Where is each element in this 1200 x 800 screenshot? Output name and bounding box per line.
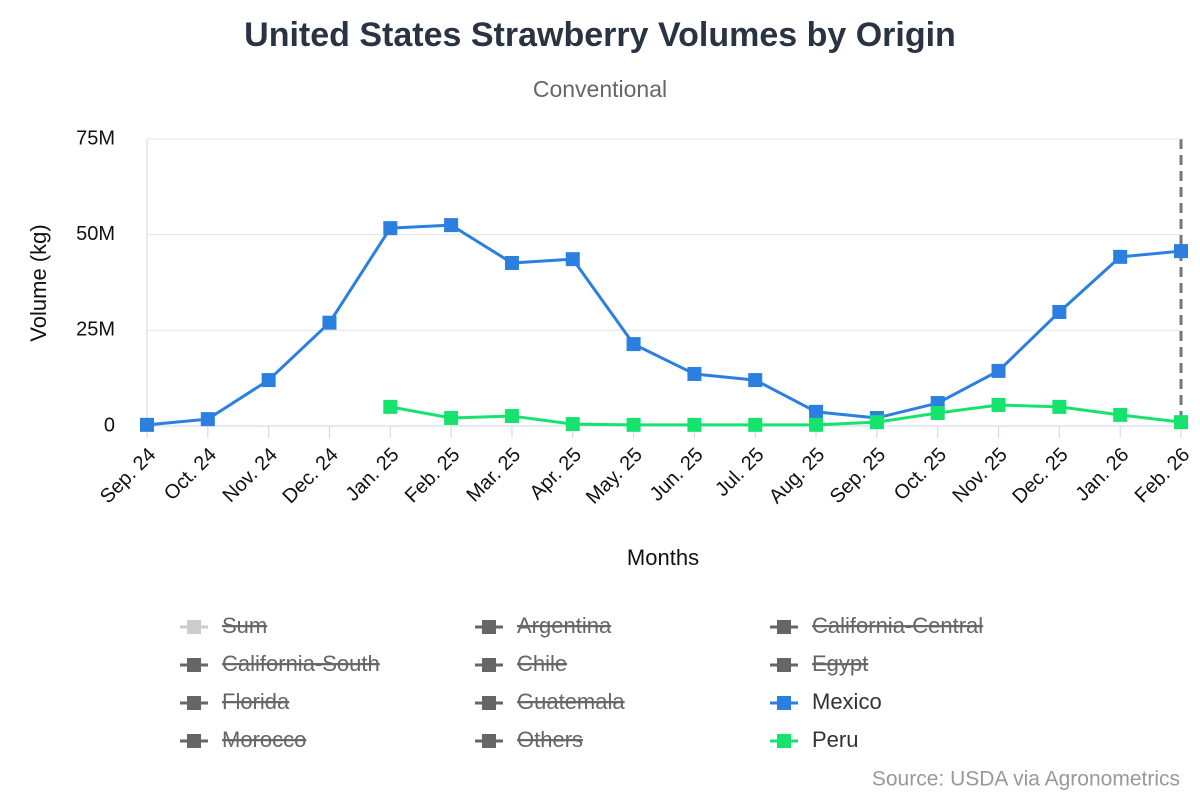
x-tick-label: Dec. 25 [1008,444,1072,508]
data-point [991,397,1006,412]
x-tick-label: Oct. 25 [890,444,951,505]
data-point [504,409,519,424]
legend-symbol [187,696,201,710]
x-tick-label: Feb. 26 [1131,444,1195,508]
x-tick-label: Nov. 24 [219,444,282,507]
legend-item[interactable]: California-South [222,651,380,676]
x-tick-label: Jul. 25 [711,444,768,501]
data-point [322,315,337,330]
data-point [1174,244,1188,259]
x-tick-label: Oct. 24 [160,444,221,505]
legend-symbol [482,620,496,634]
legend-item[interactable]: Peru [812,727,858,752]
data-point [565,417,580,432]
x-tick-label: Nov. 25 [949,444,1012,507]
data-point [444,218,459,233]
x-tick-label: Dec. 24 [278,444,342,508]
legend-item[interactable]: Sum [222,613,267,638]
legend-symbol [777,658,791,672]
y-tick-label: 0 [104,414,115,436]
legend-symbol [482,658,496,672]
data-point [1052,304,1067,319]
legend-symbol [777,696,791,710]
x-tick-label: Jan. 25 [342,444,404,506]
data-point [991,363,1006,378]
data-point [748,417,763,432]
x-tick-label: Mar. 25 [462,444,525,507]
data-point [1174,415,1188,430]
x-tick-label: Jun. 25 [646,444,708,506]
x-tick-label: Apr. 25 [526,444,586,504]
x-axis-title: Months [627,545,699,570]
data-point [383,399,398,414]
y-axis-title: Volume (kg) [26,224,51,341]
data-point [809,417,824,432]
y-tick-label: 50M [76,223,115,245]
data-point [809,404,824,419]
chart-subtitle: Conventional [533,76,667,102]
data-point [1113,249,1128,264]
data-point [626,417,641,432]
chart-title: United States Strawberry Volumes by Orig… [244,16,956,54]
legend-item[interactable]: Morocco [222,727,306,752]
data-point [748,373,763,388]
legend-item[interactable]: Egypt [812,651,868,676]
x-tick-label: Jan. 26 [1071,444,1133,506]
data-point [687,366,702,381]
legend-symbol [187,620,201,634]
data-point [1052,399,1067,414]
legend-item[interactable]: Mexico [812,689,882,714]
data-point [200,412,215,427]
legend-item[interactable]: Florida [222,689,290,714]
data-point [1113,407,1128,422]
data-point [140,417,154,432]
legend-symbol [187,734,201,748]
data-point [565,252,580,267]
series-line [146,223,1182,427]
legend-symbol [482,696,496,710]
x-tick-label: May. 25 [582,444,647,509]
y-tick-label: 75M [76,127,115,149]
data-point [261,373,276,388]
x-tick-label: Sep. 24 [96,444,160,508]
series-line [390,403,1182,427]
legend-item[interactable]: Chile [517,651,567,676]
legend-symbol [777,734,791,748]
y-tick-label: 25M [76,319,115,341]
data-point [626,337,641,352]
legend-item[interactable]: Argentina [517,613,612,638]
x-tick-label: Sep. 25 [826,444,890,508]
data-point [930,405,945,420]
data-point [444,410,459,425]
legend-item[interactable]: California-Central [812,613,983,638]
data-point [687,417,702,432]
data-point [869,415,884,430]
x-tick-label: Aug. 25 [765,444,829,508]
legend-item[interactable]: Guatemala [517,689,625,714]
data-point [504,255,519,270]
legend-symbol [482,734,496,748]
credits: Source: USDA via Agronometrics [872,768,1180,791]
legend-symbol [777,620,791,634]
x-tick-label: Feb. 25 [401,444,465,508]
legend-item[interactable]: Others [517,727,583,752]
legend-symbol [187,658,201,672]
data-point [383,221,398,236]
